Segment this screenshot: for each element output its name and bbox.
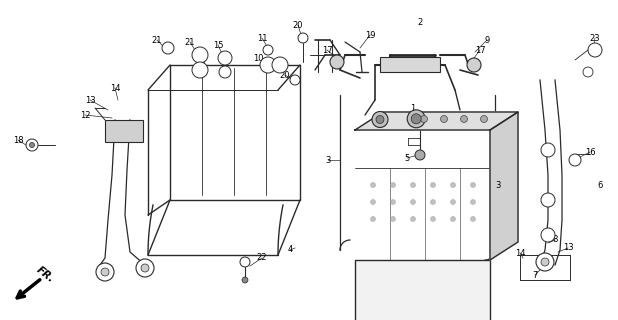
Circle shape bbox=[162, 42, 174, 54]
Circle shape bbox=[541, 258, 549, 266]
Circle shape bbox=[391, 199, 396, 204]
Circle shape bbox=[541, 193, 555, 207]
Text: 19: 19 bbox=[365, 30, 375, 39]
Circle shape bbox=[583, 67, 593, 77]
Text: 7: 7 bbox=[532, 270, 538, 279]
Text: 21: 21 bbox=[185, 37, 195, 46]
Circle shape bbox=[330, 55, 344, 69]
Text: 20: 20 bbox=[293, 20, 303, 29]
Circle shape bbox=[451, 217, 455, 221]
Circle shape bbox=[420, 116, 428, 123]
Circle shape bbox=[371, 217, 376, 221]
Text: 14: 14 bbox=[515, 249, 525, 258]
Circle shape bbox=[470, 217, 475, 221]
Polygon shape bbox=[355, 112, 518, 130]
Circle shape bbox=[219, 66, 231, 78]
FancyBboxPatch shape bbox=[380, 57, 440, 72]
Text: 1: 1 bbox=[410, 103, 416, 113]
Text: 20: 20 bbox=[280, 70, 290, 79]
Text: 14: 14 bbox=[110, 84, 121, 92]
Circle shape bbox=[431, 217, 436, 221]
Text: 12: 12 bbox=[80, 110, 90, 119]
Polygon shape bbox=[490, 112, 518, 260]
Circle shape bbox=[541, 228, 555, 242]
Circle shape bbox=[441, 116, 447, 123]
Circle shape bbox=[391, 217, 396, 221]
Circle shape bbox=[541, 143, 555, 157]
Text: 13: 13 bbox=[562, 244, 574, 252]
Circle shape bbox=[407, 110, 425, 128]
Circle shape bbox=[260, 57, 276, 73]
Text: 23: 23 bbox=[590, 34, 600, 43]
Circle shape bbox=[242, 277, 248, 283]
Circle shape bbox=[141, 264, 149, 272]
Circle shape bbox=[410, 182, 415, 188]
Text: FR.: FR. bbox=[35, 265, 56, 285]
Circle shape bbox=[451, 182, 455, 188]
Text: 18: 18 bbox=[13, 135, 23, 145]
Text: 4: 4 bbox=[287, 245, 293, 254]
Text: 16: 16 bbox=[585, 148, 595, 156]
Circle shape bbox=[588, 43, 602, 57]
Bar bbox=[105, 120, 143, 142]
Circle shape bbox=[569, 154, 581, 166]
Circle shape bbox=[371, 182, 376, 188]
Circle shape bbox=[218, 51, 232, 65]
Circle shape bbox=[431, 199, 436, 204]
Text: 6: 6 bbox=[598, 180, 603, 189]
Text: 2: 2 bbox=[417, 18, 423, 27]
Circle shape bbox=[240, 257, 250, 267]
Circle shape bbox=[272, 57, 288, 73]
Circle shape bbox=[26, 139, 38, 151]
Circle shape bbox=[410, 217, 415, 221]
Bar bbox=[355, 260, 490, 320]
Circle shape bbox=[410, 199, 415, 204]
Text: 8: 8 bbox=[552, 236, 557, 244]
Circle shape bbox=[431, 182, 436, 188]
Text: 13: 13 bbox=[85, 95, 95, 105]
Text: 11: 11 bbox=[256, 34, 267, 43]
Circle shape bbox=[290, 75, 300, 85]
Circle shape bbox=[376, 116, 384, 124]
Circle shape bbox=[481, 116, 488, 123]
Circle shape bbox=[451, 199, 455, 204]
Circle shape bbox=[101, 268, 109, 276]
Text: 17: 17 bbox=[475, 45, 485, 54]
Text: 21: 21 bbox=[152, 36, 163, 44]
Circle shape bbox=[372, 111, 388, 127]
Text: 3: 3 bbox=[495, 180, 501, 189]
Circle shape bbox=[467, 58, 481, 72]
Circle shape bbox=[391, 182, 396, 188]
Circle shape bbox=[192, 47, 208, 63]
Circle shape bbox=[136, 259, 154, 277]
Text: 5: 5 bbox=[404, 154, 410, 163]
Text: 22: 22 bbox=[256, 253, 267, 262]
Circle shape bbox=[298, 33, 308, 43]
Text: 15: 15 bbox=[213, 41, 223, 50]
Circle shape bbox=[30, 142, 35, 148]
Text: 10: 10 bbox=[253, 53, 263, 62]
Circle shape bbox=[263, 45, 273, 55]
Text: 9: 9 bbox=[485, 36, 489, 44]
Circle shape bbox=[460, 116, 467, 123]
Circle shape bbox=[470, 199, 475, 204]
Circle shape bbox=[470, 182, 475, 188]
Circle shape bbox=[371, 199, 376, 204]
Circle shape bbox=[192, 62, 208, 78]
Circle shape bbox=[536, 253, 554, 271]
Text: 3: 3 bbox=[325, 156, 331, 164]
Circle shape bbox=[411, 114, 421, 124]
Circle shape bbox=[415, 150, 425, 160]
Circle shape bbox=[96, 263, 114, 281]
Text: 17: 17 bbox=[322, 45, 332, 54]
